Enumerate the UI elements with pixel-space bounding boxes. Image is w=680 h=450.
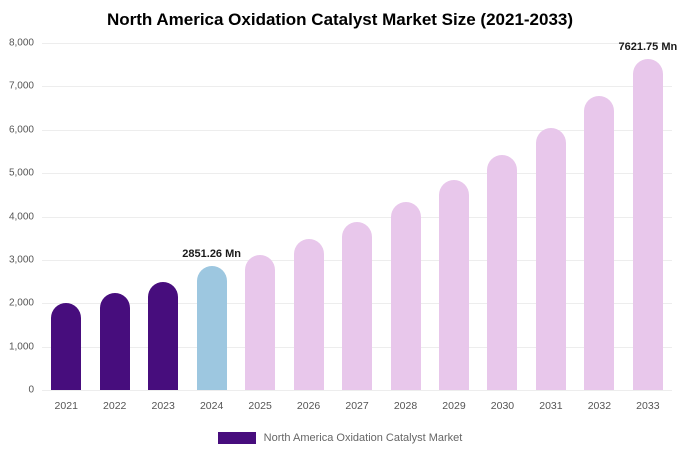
x-tick-label-2021: 2021 (54, 400, 78, 412)
bar-2026[interactable] (293, 239, 324, 390)
x-tick-label-2031: 2031 (539, 400, 563, 412)
x-tick-label-2030: 2030 (490, 400, 515, 412)
y-tick-label: 5,000 (8, 167, 34, 179)
x-tick-label-2025: 2025 (248, 400, 272, 412)
bar-2025[interactable] (245, 254, 276, 390)
bar-column-2022 (90, 43, 138, 390)
x-axis: 2021 2022 2023 2024 2025 2026 2027 2028 2029 2030… (42, 394, 672, 416)
x-tick-label-2024: 2024 (199, 400, 224, 412)
gridline (42, 390, 672, 391)
y-tick-label: 6,000 (8, 124, 34, 136)
y-tick-label: 3,000 (8, 254, 34, 266)
bar-column-2030 (478, 43, 526, 390)
legend[interactable]: North America Oxidation Catalyst Market (0, 432, 680, 444)
bar-column-2032 (575, 43, 623, 390)
x-tick-label-2026: 2026 (296, 400, 321, 412)
y-tick-label: 0 (28, 384, 34, 396)
x-tick-label-2022: 2022 (103, 400, 127, 412)
bar-column-2033: 7621.75 Mn (619, 41, 677, 390)
plot-area: 2851.26 Mn 7621.75 Mn (42, 41, 677, 391)
y-tick-label: 1,000 (8, 341, 34, 353)
data-label-2033: 7621.75 Mn (618, 41, 678, 54)
bar-2033[interactable] (632, 59, 663, 390)
bar-2032[interactable] (584, 95, 615, 390)
data-label-2024: 2851.26 Mn (182, 248, 241, 261)
legend-label: North America Oxidation Catalyst Market (263, 432, 463, 444)
x-tick-label-2032: 2032 (587, 400, 612, 412)
x-tick-label-2029: 2029 (442, 400, 466, 412)
x-tick-label-2027: 2027 (345, 400, 369, 412)
x-tick-label-2028: 2028 (393, 400, 418, 412)
bar-2030[interactable] (487, 154, 518, 390)
bar-2027[interactable] (342, 221, 373, 390)
bar-column-2029 (430, 43, 478, 390)
bar-column-2031 (527, 43, 575, 390)
bar-column-2025 (236, 43, 284, 390)
gridline (42, 86, 672, 88)
bar-column-2028 (381, 43, 429, 390)
bar-2021[interactable] (51, 303, 82, 390)
bar-2031[interactable] (535, 127, 566, 390)
chart-title: North America Oxidation Catalyst Market … (106, 10, 574, 29)
bar-column-2021 (42, 43, 90, 390)
bar-2024[interactable] (196, 266, 227, 390)
legend-swatch-icon (217, 432, 256, 444)
x-tick-label-2023: 2023 (151, 400, 175, 412)
bar-2023[interactable] (148, 281, 179, 390)
gridline (42, 43, 672, 44)
bar-2029[interactable] (438, 180, 469, 390)
y-tick-label: 7,000 (8, 80, 34, 92)
gridline (42, 216, 672, 218)
bar-column-2024: 2851.26 Mn (182, 43, 241, 390)
y-tick-label: 8,000 (8, 37, 34, 49)
y-tick-label: 4,000 (8, 211, 34, 222)
gridline (42, 173, 672, 175)
gridline (42, 129, 672, 131)
bar-column-2026 (284, 43, 332, 390)
bar-column-2027 (333, 43, 381, 390)
bar-series: 2851.26 Mn 7621.75 Mn (42, 41, 677, 390)
bar-2028[interactable] (390, 202, 421, 390)
y-axis: 0 1,000 2,000 3,000 4,000 5,000 6,000 7,000 8,00… (0, 38, 36, 396)
bar-2022[interactable] (99, 292, 130, 390)
x-tick-label-2033: 2033 (636, 400, 660, 412)
bar-column-2023 (139, 43, 187, 390)
y-tick-label: 2,000 (8, 297, 34, 309)
